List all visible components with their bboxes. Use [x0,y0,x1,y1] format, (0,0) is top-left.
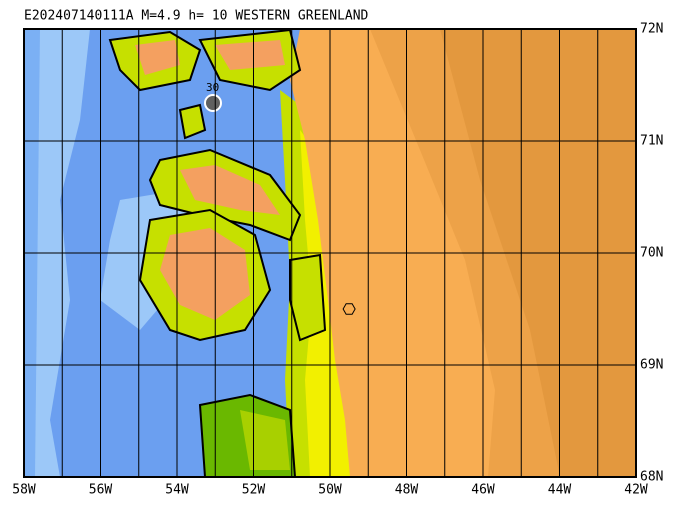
map-frame [23,28,637,478]
lat-label: 70N [640,246,663,261]
lon-label: 52W [242,483,266,498]
lon-label: 58W [12,483,36,498]
lon-label: 46W [471,483,495,498]
lat-label: 68N [640,470,663,485]
lat-label: 72N [640,22,663,37]
lon-label: 48W [395,483,419,498]
lat-label: 71N [640,134,663,149]
lon-label: 54W [165,483,189,498]
lat-label: 69N [640,358,663,373]
lon-label: 56W [89,483,113,498]
lon-label: 42W [624,483,648,498]
map-title: E202407140111A M=4.9 h= 10 WESTERN GREEN… [24,9,369,24]
lon-label: 50W [318,483,342,498]
station-label: 30 [206,81,219,94]
lon-label: 44W [548,483,572,498]
epicenter-marker [342,303,356,315]
